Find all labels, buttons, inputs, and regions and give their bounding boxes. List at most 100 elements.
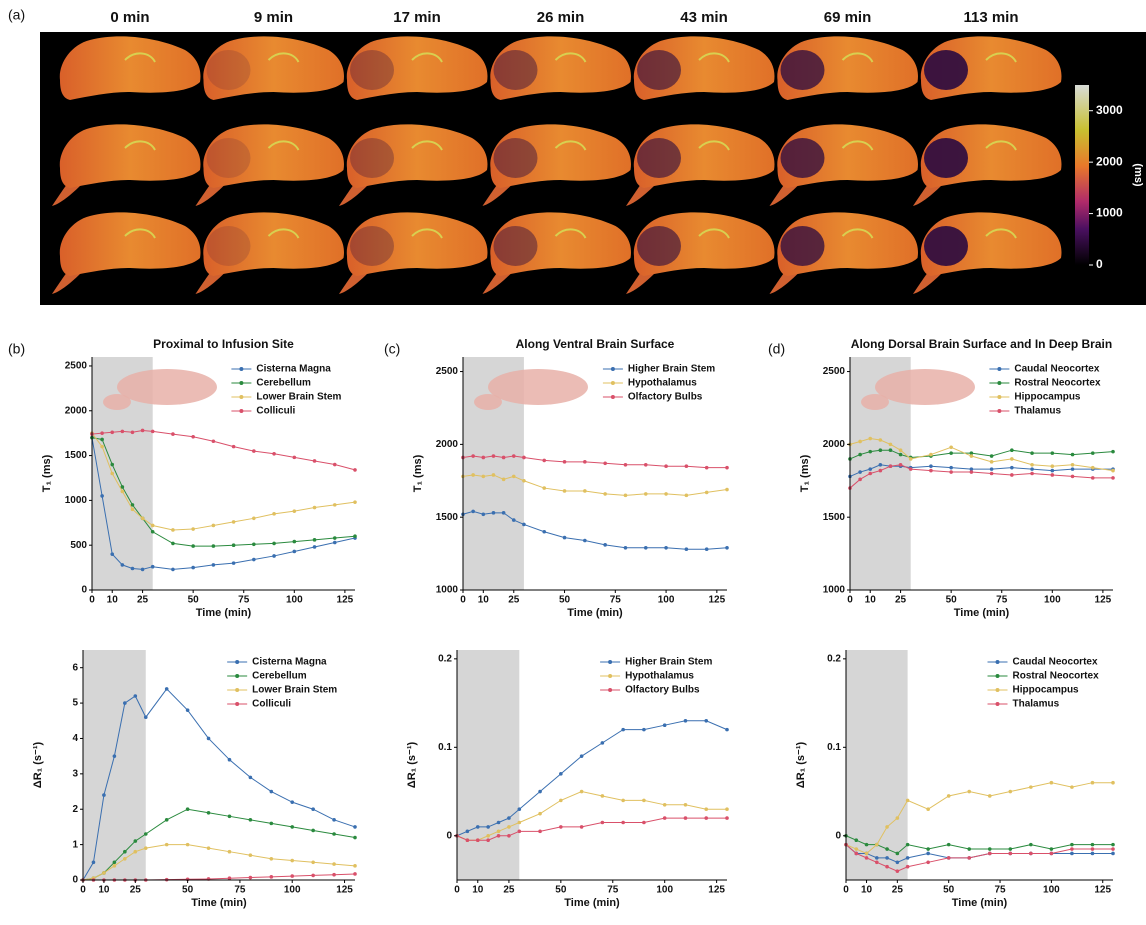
data-point: [231, 520, 236, 524]
data-point: [854, 851, 859, 856]
brain-slice: [777, 36, 918, 100]
x-tick-label: 50: [182, 885, 194, 896]
data-point: [542, 529, 547, 534]
brain-slice: [482, 124, 631, 206]
data-point: [725, 816, 729, 820]
tracer-region: [493, 138, 538, 178]
data-point: [272, 512, 276, 516]
data-point: [471, 509, 475, 514]
data-point: [110, 462, 115, 467]
data-point: [946, 842, 951, 847]
legend-marker: [610, 395, 615, 399]
hippocampus-highlight: [124, 52, 156, 63]
data-point: [491, 454, 496, 458]
y-tick-label: 2000: [436, 439, 459, 450]
data-point: [353, 825, 357, 829]
data-point: [1111, 851, 1115, 856]
x-axis-label: Time (min): [954, 607, 1010, 619]
data-point: [252, 449, 256, 453]
data-point: [1111, 468, 1115, 473]
data-point: [1090, 451, 1095, 455]
y-axis-label: ΔR₁ (s⁻¹): [32, 741, 44, 788]
legend-marker: [235, 702, 240, 706]
data-point: [898, 452, 903, 457]
data-point: [290, 874, 295, 878]
data-point: [311, 807, 315, 812]
data-point: [130, 507, 135, 512]
data-point: [949, 470, 953, 474]
data-point: [929, 468, 933, 473]
data-point: [332, 872, 336, 877]
data-point: [231, 561, 236, 565]
data-point: [969, 470, 974, 474]
brain-tissue: [59, 212, 201, 276]
data-point: [1111, 842, 1115, 847]
data-point: [1070, 785, 1074, 789]
data-point: [562, 460, 567, 464]
data-point: [704, 807, 709, 812]
data-point: [112, 864, 117, 868]
data-point: [227, 876, 232, 881]
legend-label: Cerebellum: [256, 378, 311, 389]
data-point: [725, 727, 729, 732]
legend-marker: [235, 674, 240, 678]
data-point: [538, 811, 542, 816]
data-point: [1070, 842, 1074, 847]
data-point: [1030, 451, 1034, 455]
data-point: [465, 838, 470, 842]
tracer-region: [206, 226, 251, 266]
data-point: [206, 846, 211, 850]
data-point: [1008, 789, 1013, 794]
data-point: [1070, 452, 1075, 457]
data-point: [481, 512, 486, 517]
data-point: [725, 487, 729, 492]
legend-marker: [610, 367, 615, 371]
hippocampus-highlight: [267, 228, 300, 239]
x-tick-label: 25: [895, 595, 907, 606]
tracer-region: [493, 50, 538, 90]
data-point: [150, 523, 155, 528]
data-point: [875, 842, 879, 847]
data-point: [140, 428, 145, 433]
data-point: [868, 436, 873, 441]
data-point: [989, 471, 994, 476]
data-point: [332, 818, 336, 822]
brain-icon: [103, 394, 131, 410]
data-point: [642, 798, 646, 803]
legend-marker: [997, 381, 1002, 385]
data-point: [123, 856, 127, 861]
legend-label: Rostral Neocortex: [1013, 671, 1100, 682]
hippocampus-highlight: [124, 228, 156, 239]
brain-icon: [488, 369, 588, 405]
legend-label: Hippocampus: [1014, 392, 1081, 403]
y-tick-label: 1500: [823, 512, 846, 523]
colorbar-tick-label: 3000: [1096, 103, 1123, 117]
data-point: [538, 789, 542, 794]
data-point: [312, 538, 317, 542]
chart-title: Along Dorsal Brain Surface and In Deep B…: [851, 337, 1112, 351]
x-tick-label: 50: [946, 595, 958, 606]
data-point: [486, 838, 490, 842]
hippocampus-highlight: [985, 52, 1017, 63]
data-point: [191, 565, 195, 570]
data-point: [1050, 451, 1055, 455]
data-point: [583, 460, 587, 464]
hippocampus-highlight: [411, 228, 443, 239]
hippocampus-highlight: [554, 228, 587, 239]
data-point: [854, 838, 859, 842]
data-point: [989, 460, 994, 464]
legend-label: Colliculi: [252, 699, 291, 710]
data-point: [542, 486, 547, 490]
x-tick-label: 10: [98, 885, 110, 896]
data-point: [507, 833, 511, 838]
data-point: [1090, 847, 1095, 851]
data-point: [864, 856, 869, 860]
x-tick-label: 0: [80, 885, 86, 896]
data-point: [878, 438, 883, 442]
x-tick-label: 10: [107, 595, 119, 606]
data-point: [858, 439, 862, 444]
data-point: [171, 567, 175, 572]
column-title: 9 min: [254, 9, 293, 26]
legend-marker: [995, 702, 1000, 706]
data-point: [858, 452, 862, 457]
